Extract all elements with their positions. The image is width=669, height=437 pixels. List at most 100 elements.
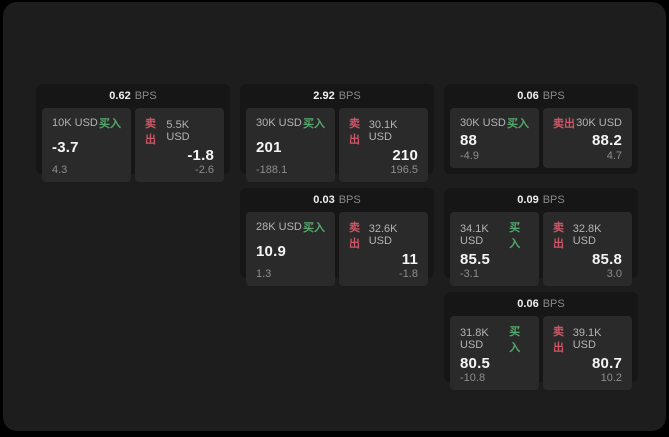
sell-change: -2.6 xyxy=(195,164,214,176)
bps-value: 0.62 xyxy=(109,90,131,102)
bps-header: 0.06 BPS xyxy=(444,84,638,108)
sell-change: 10.2 xyxy=(600,372,622,384)
bps-unit-label: BPS xyxy=(542,298,565,310)
buy-notional-amount: 10K USD xyxy=(52,117,98,129)
sell-side-label: 卖出 xyxy=(553,222,564,250)
sell-top-row: 卖出 30K USD xyxy=(553,115,622,131)
sell-top-row: 卖出 39.1K USD xyxy=(553,323,622,355)
quote-card: 0.06 BPS 30K USD 买入 88 -4.9 卖出 30K USD 8… xyxy=(444,84,638,174)
buy-notional-amount: 34.1K USD xyxy=(460,223,489,247)
sell-side-label: 卖出 xyxy=(349,222,360,250)
sell-notional-amount: 32.8K USD xyxy=(572,223,602,247)
bps-value: 0.06 xyxy=(517,90,539,102)
buy-quote-panel[interactable]: 30K USD 买入 88 -4.9 xyxy=(450,108,539,168)
sell-side-label: 卖出 xyxy=(349,118,360,146)
buy-side-label: 买入 xyxy=(509,222,521,250)
sell-notional-amount: 32.6K USD xyxy=(368,223,398,247)
sell-change: 3.0 xyxy=(606,268,622,280)
buy-quote-panel[interactable]: 34.1K USD 买入 85.5 -3.1 xyxy=(450,212,539,286)
buy-change: 4.3 xyxy=(52,164,68,176)
quote-card: 0.06 BPS 31.8K USD 买入 80.5 -10.8 卖出 39.1… xyxy=(444,292,638,390)
buy-notional-amount: 30K USD xyxy=(256,117,302,129)
buy-change: -4.9 xyxy=(460,150,479,162)
buy-side-label: 买入 xyxy=(509,326,521,354)
sell-price: -1.8 xyxy=(187,147,214,164)
buy-price: 88 xyxy=(460,132,478,149)
sell-quote-panel[interactable]: 卖出 30.1K USD 210 196.5 xyxy=(339,108,428,182)
bps-unit-label: BPS xyxy=(542,194,565,206)
sell-quote-panel[interactable]: 卖出 30K USD 88.2 4.7 xyxy=(543,108,632,168)
buy-side-label: 买入 xyxy=(507,118,529,130)
quote-panels: 30K USD 买入 201 -188.1 卖出 30.1K USD 210 1… xyxy=(240,108,434,188)
bps-header: 0.62 BPS xyxy=(36,84,230,108)
sell-quote-panel[interactable]: 卖出 32.8K USD 85.8 3.0 xyxy=(543,212,632,286)
quote-card: 0.03 BPS 28K USD 买入 10.9 1.3 卖出 32.6K US… xyxy=(240,188,434,286)
bps-unit-label: BPS xyxy=(542,90,565,102)
quote-panels: 10K USD 买入 -3.7 4.3 卖出 5.5K USD -1.8 -2.… xyxy=(36,108,230,188)
buy-change: -188.1 xyxy=(256,164,288,176)
sell-side-label: 卖出 xyxy=(553,118,575,130)
quote-card: 2.92 BPS 30K USD 买入 201 -188.1 卖出 30.1K … xyxy=(240,84,434,182)
app-background: 0.62 BPS 10K USD 买入 -3.7 4.3 卖出 5.5K USD… xyxy=(3,2,666,431)
quote-panels: 30K USD 买入 88 -4.9 卖出 30K USD 88.2 4.7 xyxy=(444,108,638,174)
quote-card: 0.09 BPS 34.1K USD 买入 85.5 -3.1 卖出 32.8K… xyxy=(444,188,638,286)
bps-value: 0.09 xyxy=(517,194,539,206)
buy-change: -3.1 xyxy=(460,268,479,280)
quote-panels: 34.1K USD 买入 85.5 -3.1 卖出 32.8K USD 85.8… xyxy=(444,212,638,292)
buy-top-row: 28K USD 买入 xyxy=(256,219,325,235)
buy-side-label: 买入 xyxy=(303,118,325,130)
buy-price: 201 xyxy=(256,139,282,156)
sell-notional-amount: 30K USD xyxy=(576,117,622,129)
bps-value: 2.92 xyxy=(313,90,335,102)
buy-side-label: 买入 xyxy=(99,118,121,130)
sell-side-label: 卖出 xyxy=(553,326,564,354)
sell-top-row: 卖出 32.8K USD xyxy=(553,219,622,251)
buy-quote-panel[interactable]: 28K USD 买入 10.9 1.3 xyxy=(246,212,335,286)
buy-top-row: 10K USD 买入 xyxy=(52,115,121,131)
buy-price: -3.7 xyxy=(52,139,79,156)
sell-notional-amount: 30.1K USD xyxy=(368,119,398,143)
quote-panels: 31.8K USD 买入 80.5 -10.8 卖出 39.1K USD 80.… xyxy=(444,316,638,396)
buy-price: 80.5 xyxy=(460,355,490,372)
buy-top-row: 31.8K USD 买入 xyxy=(460,323,529,355)
bps-value: 0.06 xyxy=(517,298,539,310)
bps-header: 0.06 BPS xyxy=(444,292,638,316)
sell-change: 4.7 xyxy=(606,150,622,162)
buy-top-row: 30K USD 买入 xyxy=(460,115,529,131)
buy-change: -10.8 xyxy=(460,372,486,384)
sell-notional-amount: 39.1K USD xyxy=(572,327,602,351)
sell-price: 11 xyxy=(401,251,418,268)
buy-change: 1.3 xyxy=(256,268,272,280)
bps-value: 0.03 xyxy=(313,194,335,206)
sell-quote-panel[interactable]: 卖出 32.6K USD 11 -1.8 xyxy=(339,212,428,286)
buy-top-row: 30K USD 买入 xyxy=(256,115,325,131)
sell-top-row: 卖出 32.6K USD xyxy=(349,219,418,251)
sell-price: 88.2 xyxy=(592,132,622,149)
bps-header: 0.03 BPS xyxy=(240,188,434,212)
buy-side-label: 买入 xyxy=(303,222,325,234)
bps-unit-label: BPS xyxy=(338,90,361,102)
buy-notional-amount: 28K USD xyxy=(256,221,302,233)
sell-notional-amount: 5.5K USD xyxy=(166,119,190,143)
sell-price: 210 xyxy=(392,147,418,164)
sell-top-row: 卖出 30.1K USD xyxy=(349,115,418,147)
buy-quote-panel[interactable]: 30K USD 买入 201 -188.1 xyxy=(246,108,335,182)
quote-panels: 28K USD 买入 10.9 1.3 卖出 32.6K USD 11 -1.8 xyxy=(240,212,434,292)
buy-top-row: 34.1K USD 买入 xyxy=(460,219,529,251)
sell-change: -1.8 xyxy=(399,268,418,280)
sell-change: 196.5 xyxy=(390,164,418,176)
buy-quote-panel[interactable]: 31.8K USD 买入 80.5 -10.8 xyxy=(450,316,539,390)
buy-notional-amount: 30K USD xyxy=(460,117,506,129)
sell-quote-panel[interactable]: 卖出 5.5K USD -1.8 -2.6 xyxy=(135,108,224,182)
sell-quote-panel[interactable]: 卖出 39.1K USD 80.7 10.2 xyxy=(543,316,632,390)
buy-notional-amount: 31.8K USD xyxy=(460,327,489,351)
bps-unit-label: BPS xyxy=(338,194,361,206)
buy-price: 85.5 xyxy=(460,251,490,268)
bps-header: 2.92 BPS xyxy=(240,84,434,108)
buy-price: 10.9 xyxy=(256,243,286,260)
quote-card-grid: 0.62 BPS 10K USD 买入 -3.7 4.3 卖出 5.5K USD… xyxy=(36,84,638,390)
bps-header: 0.09 BPS xyxy=(444,188,638,212)
sell-price: 85.8 xyxy=(592,251,622,268)
sell-side-label: 卖出 xyxy=(145,118,156,146)
buy-quote-panel[interactable]: 10K USD 买入 -3.7 4.3 xyxy=(42,108,131,182)
